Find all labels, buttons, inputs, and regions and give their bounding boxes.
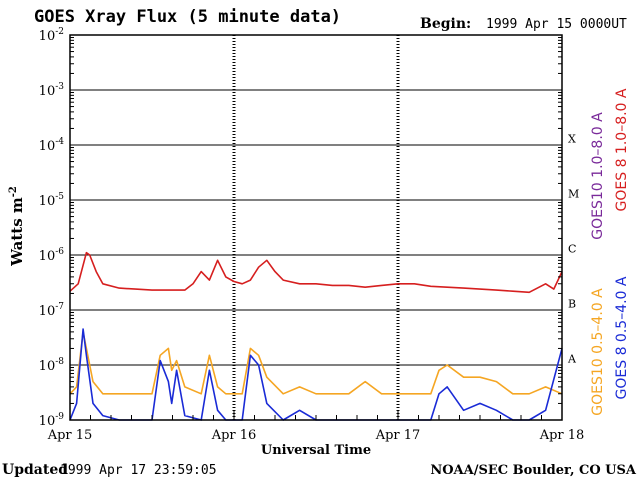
begin-label: Begin: — [420, 16, 471, 32]
series-line-0 — [69, 251, 563, 294]
credit: NOAA/SEC Boulder, CO USA — [430, 463, 637, 478]
plot-axes — [69, 34, 563, 421]
series-line-1 — [69, 331, 563, 395]
y-tick-base: 10 — [39, 194, 56, 209]
y-tick-exp: -3 — [55, 82, 64, 92]
y-tick-label: 10-5 — [39, 192, 65, 209]
y-tick-exp: -4 — [55, 137, 64, 147]
updated-label: Updated — [2, 462, 68, 478]
legend-item: GOES10 1.0–8.0 A — [590, 112, 606, 240]
y-tick-base: 10 — [39, 139, 56, 154]
y-tick-exp: -5 — [55, 192, 64, 202]
y-tick-base: 10 — [39, 304, 56, 319]
y-axis-title: Watts m-2 — [8, 186, 26, 267]
flare-class-label: B — [568, 298, 576, 311]
y-axis-title-text: Watts m — [8, 197, 26, 267]
x-tick-label: Apr 16 — [211, 428, 257, 443]
updated-value: 1999 Apr 17 23:59:05 — [60, 463, 217, 478]
flare-class-label: C — [568, 243, 576, 256]
y-tick-base: 10 — [39, 359, 56, 374]
y-tick-label: 10-3 — [39, 82, 65, 99]
x-tick-label: Apr 18 — [539, 428, 585, 443]
x-tick-label: Apr 17 — [375, 428, 421, 443]
y-tick-label: 10-6 — [39, 247, 65, 264]
legend-item: GOES10 0.5–4.0 A — [590, 288, 606, 416]
y-tick-label: 10-2 — [39, 27, 64, 44]
y-tick-base: 10 — [39, 84, 56, 99]
legend: GOES10 1.0–8.0 A GOES 8 1.0–8.0 A GOES10 0… — [590, 88, 630, 416]
svg-text:Watts m-2: Watts m-2 — [8, 186, 26, 267]
y-tick-label: 10-9 — [39, 412, 65, 429]
y-tick-exp: -2 — [55, 27, 64, 37]
x-axis-title: Universal Time — [261, 443, 371, 458]
y-tick-exp: -9 — [55, 412, 64, 422]
y-tick-exp: -7 — [55, 302, 64, 312]
flare-class-label: A — [567, 353, 577, 366]
flare-class-label: X — [568, 133, 576, 146]
legend-label: GOES 8 0.5–4.0 A — [614, 276, 630, 399]
legend-item: GOES 8 0.5–4.0 A — [614, 276, 630, 399]
x-tick-labels: Apr 15 Apr 16 Apr 17 Apr 18 — [47, 428, 585, 443]
flare-class-labels: A B C M X — [567, 133, 579, 366]
y-tick-base: 10 — [39, 414, 56, 429]
series-line-2 — [69, 328, 563, 421]
plot-frame — [69, 34, 563, 421]
y-tick-label: 10-7 — [39, 302, 65, 319]
x-tick-label: Apr 15 — [47, 428, 93, 443]
series-layer — [69, 251, 563, 421]
y-tick-base: 10 — [39, 249, 56, 264]
legend-label: GOES 8 1.0–8.0 A — [614, 88, 630, 211]
begin-value: 1999 Apr 15 0000UT — [486, 17, 627, 32]
y-axis-title-sup: -2 — [8, 186, 19, 197]
y-tick-exp: -8 — [55, 357, 64, 367]
y-tick-labels: 10-910-810-710-610-510-410-310-2 — [39, 27, 65, 429]
y-tick-exp: -6 — [55, 247, 64, 257]
y-tick-label: 10-8 — [39, 357, 65, 374]
y-tick-base: 10 — [39, 29, 56, 44]
plot-grid — [70, 35, 562, 420]
legend-item: GOES 8 1.0–8.0 A — [614, 88, 630, 211]
y-tick-label: 10-4 — [39, 137, 65, 154]
chart-title: GOES Xray Flux (5 minute data) — [34, 7, 341, 27]
legend-label: GOES10 1.0–8.0 A — [590, 112, 606, 240]
legend-label: GOES10 0.5–4.0 A — [590, 288, 606, 416]
flare-class-label: M — [568, 188, 579, 201]
